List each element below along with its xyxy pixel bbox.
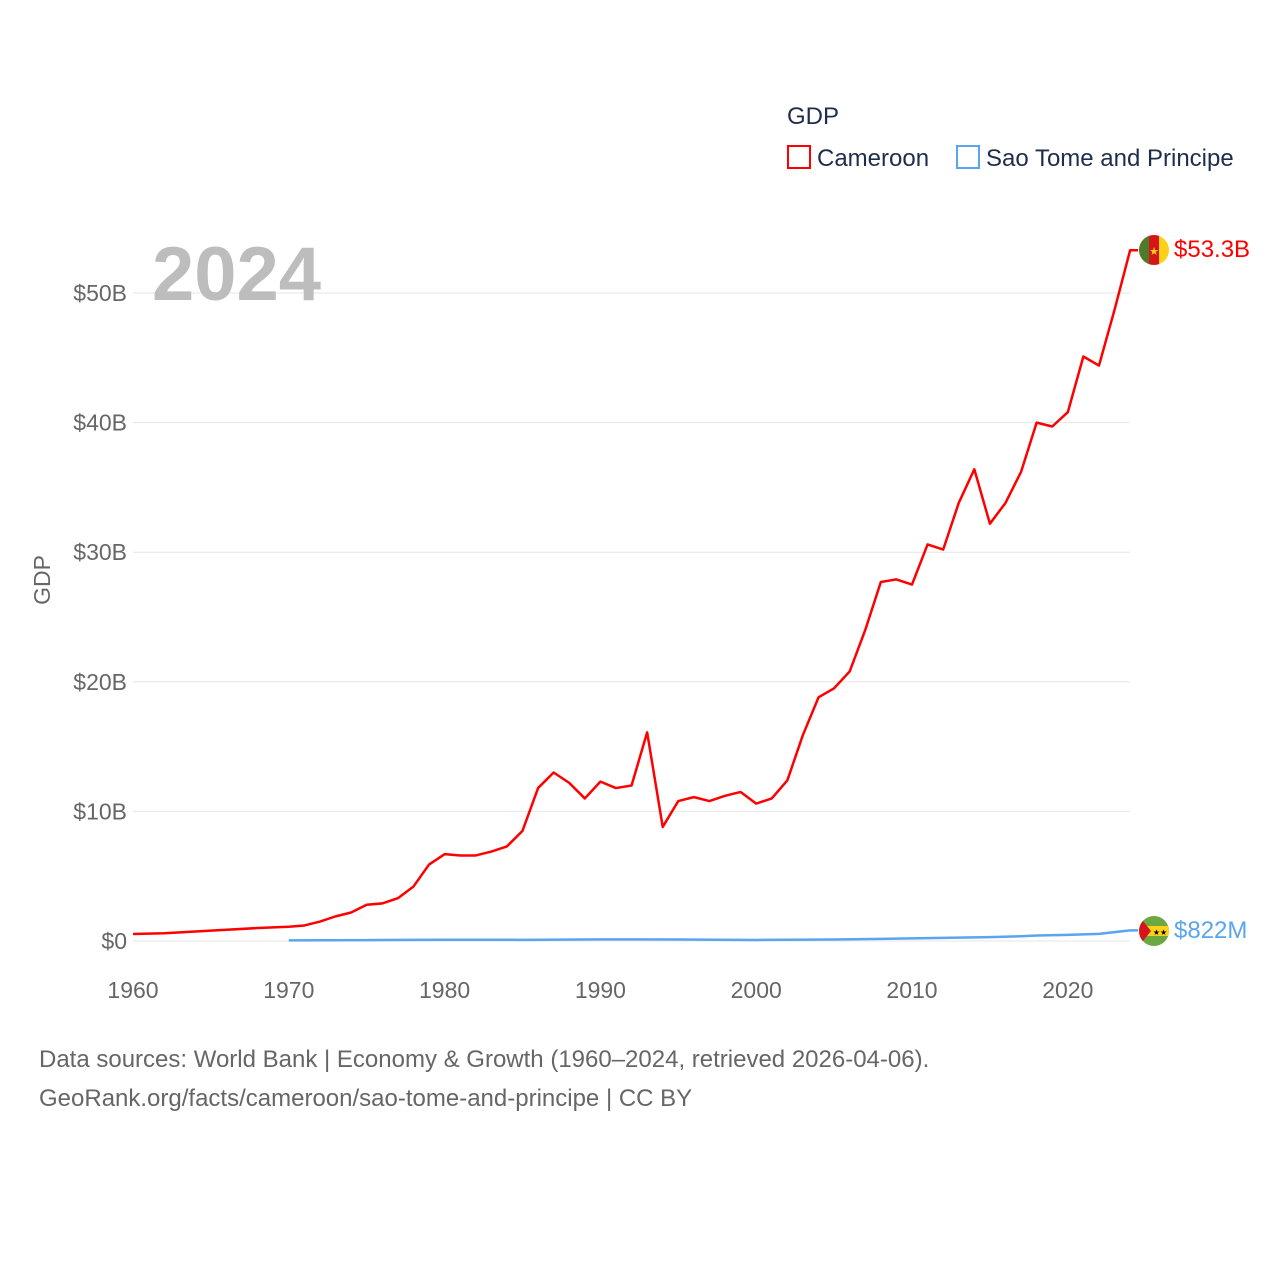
x-tick-label: 2010 [886, 977, 937, 1003]
y-tick-label: $50B [73, 280, 127, 306]
footer-sources: Data sources: World Bank | Economy & Gro… [39, 1046, 930, 1073]
svg-text:★: ★ [1149, 246, 1159, 258]
sao-tome-end-label: $822M [1174, 917, 1247, 944]
footer-link[interactable]: GeoRank.org/facts/cameroon/sao-tome-and-… [39, 1085, 693, 1112]
svg-text:★★: ★★ [1153, 928, 1167, 937]
y-axis-label: GDP [29, 555, 55, 605]
x-tick-label: 1990 [575, 977, 626, 1003]
x-tick-label: 1980 [419, 977, 470, 1003]
legend-item-cameroon[interactable]: Cameroon [787, 145, 929, 172]
legend-label: Cameroon [817, 145, 929, 172]
cameroon-end-label: $53.3B [1174, 236, 1250, 263]
x-tick-label: 2000 [731, 977, 782, 1003]
sao-tome-flag-icon: ★★ [1139, 916, 1169, 946]
series-line-0 [132, 248, 1139, 936]
legend-swatch [956, 145, 980, 169]
legend-label: Sao Tome and Principe [986, 145, 1234, 172]
y-tick-label: $40B [73, 410, 127, 436]
year-watermark: 2024 [152, 232, 321, 317]
y-tick-label: $0 [101, 928, 127, 954]
y-tick-label: $10B [73, 798, 127, 824]
y-tick-label: $20B [73, 669, 127, 695]
legend-item-sao-tome[interactable]: Sao Tome and Principe [956, 145, 1234, 172]
series-line-1 [288, 929, 1139, 942]
cameroon-flag-icon: ★ [1139, 235, 1169, 265]
y-tick-label: $30B [73, 539, 127, 565]
x-tick-label: 2020 [1042, 977, 1093, 1003]
x-tick-label: 1970 [263, 977, 314, 1003]
legend-title: GDP [787, 103, 839, 130]
x-tick-label: 1960 [107, 977, 158, 1003]
legend-swatch [787, 145, 811, 169]
